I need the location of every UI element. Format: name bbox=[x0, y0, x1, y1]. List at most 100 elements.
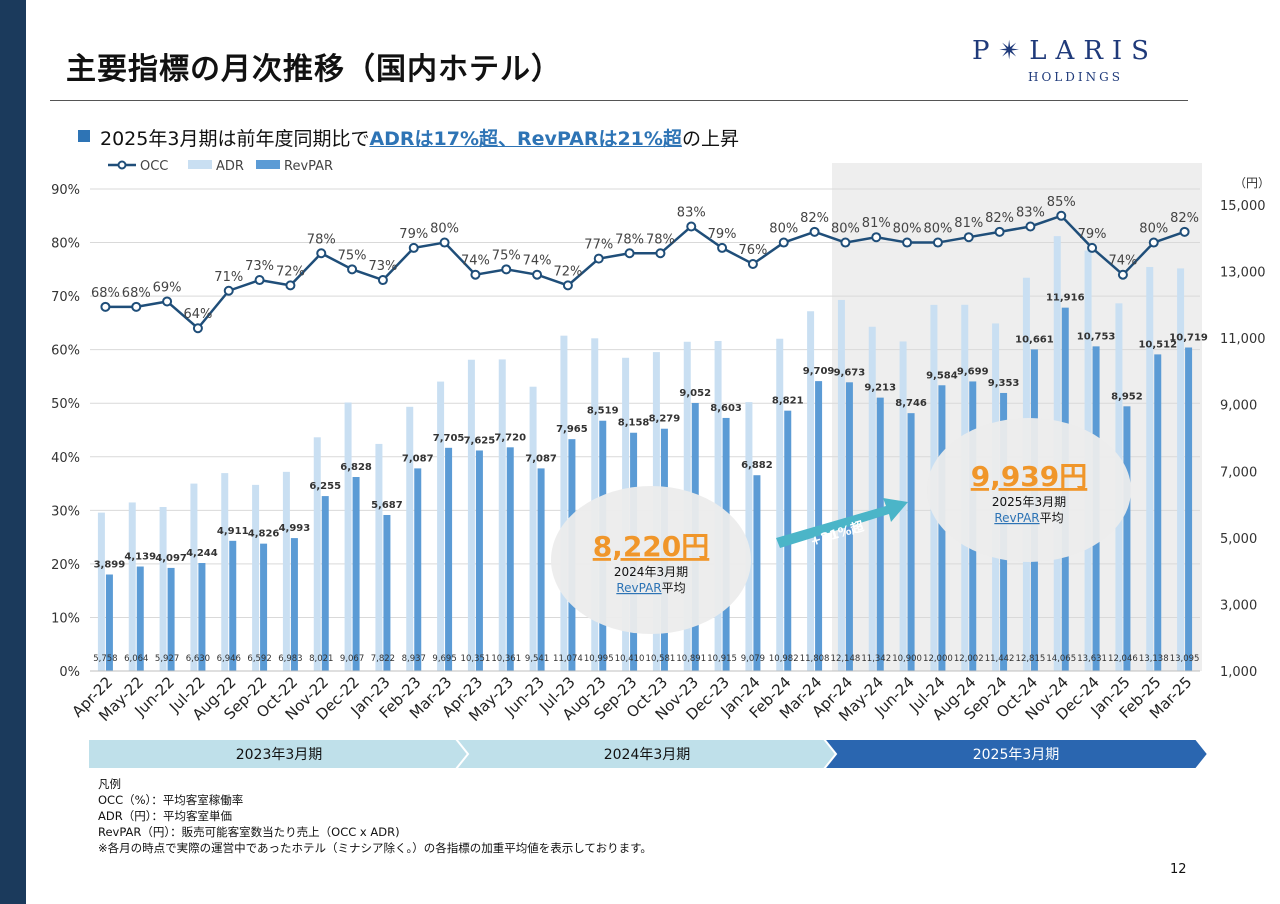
y-right-tick: 11,000 bbox=[1220, 332, 1266, 347]
adr-label: 11,342 bbox=[861, 654, 891, 664]
revpar-label: 8,158 bbox=[618, 418, 650, 429]
adr-bar bbox=[745, 402, 753, 671]
occ-point bbox=[747, 258, 758, 269]
occ-label: 80% bbox=[893, 222, 922, 237]
period-label: 2025年3月期 bbox=[973, 747, 1060, 763]
adr-bar bbox=[1177, 268, 1185, 671]
adr-bar bbox=[221, 473, 229, 671]
y-right-tick: 7,000 bbox=[1220, 465, 1257, 480]
adr-label: 10,361 bbox=[491, 654, 521, 664]
adr-label: 10,581 bbox=[646, 654, 676, 664]
occ-label: 64% bbox=[183, 307, 212, 322]
occ-label: 79% bbox=[708, 227, 737, 242]
occ-label: 80% bbox=[1139, 222, 1168, 237]
y-left-tick: 80% bbox=[51, 237, 80, 252]
adr-label: 10,410 bbox=[615, 654, 645, 664]
revpar-label: 10,753 bbox=[1077, 331, 1116, 342]
occ-label: 80% bbox=[923, 222, 952, 237]
adr-label: 6,983 bbox=[278, 654, 302, 664]
occ-point bbox=[470, 269, 481, 280]
adr-label: 11,442 bbox=[985, 654, 1015, 664]
y-left-tick: 20% bbox=[51, 558, 80, 573]
occ-label: 68% bbox=[91, 286, 120, 301]
y-left-tick: 50% bbox=[51, 397, 80, 412]
y-right-tick: 9,000 bbox=[1220, 399, 1257, 414]
adr-label: 10,891 bbox=[676, 654, 706, 664]
page-title: 主要指標の月次推移（国内ホテル） bbox=[66, 52, 562, 87]
occ-label: 85% bbox=[1047, 195, 1076, 210]
occ-label: 82% bbox=[985, 211, 1014, 226]
occ-point bbox=[562, 280, 573, 291]
occ-label: 71% bbox=[214, 270, 243, 285]
revpar-label: 11,916 bbox=[1046, 293, 1085, 304]
y-left-tick: 30% bbox=[51, 504, 80, 519]
occ-label: 78% bbox=[646, 232, 675, 247]
adr-bar bbox=[437, 381, 445, 671]
adr-label: 6,064 bbox=[124, 654, 148, 664]
occ-point bbox=[192, 323, 203, 334]
legend-notes: 凡例 OCC（%）：平均客室稼働率 ADR（円）：平均客室単価 RevPAR（円… bbox=[98, 776, 652, 856]
occ-point bbox=[377, 275, 388, 286]
revpar-bar bbox=[537, 468, 545, 671]
revpar-label: 8,603 bbox=[710, 403, 742, 414]
occ-line bbox=[105, 214, 1185, 331]
adr-label: 9,695 bbox=[432, 654, 456, 664]
y-right-tick: 3,000 bbox=[1220, 598, 1257, 613]
occ-point bbox=[223, 285, 234, 296]
adr-label: 8,021 bbox=[309, 654, 333, 664]
revpar-bar bbox=[229, 540, 237, 671]
occ-label: 80% bbox=[769, 222, 798, 237]
occ-label: 78% bbox=[307, 232, 336, 247]
adr-label: 13,095 bbox=[1170, 654, 1200, 664]
occ-point bbox=[408, 242, 419, 253]
occ-label: 80% bbox=[831, 222, 860, 237]
revpar-label: 8,952 bbox=[1111, 391, 1143, 402]
occ-point bbox=[932, 237, 943, 248]
revpar-label: 9,673 bbox=[834, 367, 866, 378]
adr-label: 12,815 bbox=[1016, 654, 1046, 664]
occ-point bbox=[840, 237, 851, 248]
revpar-bar bbox=[506, 447, 514, 671]
revpar-bar bbox=[907, 413, 915, 671]
adr-label: 7,822 bbox=[371, 654, 395, 664]
adr-bar bbox=[467, 359, 475, 671]
occ-point bbox=[871, 232, 882, 243]
occ-label: 82% bbox=[800, 211, 829, 226]
occ-point bbox=[717, 242, 728, 253]
adr-bar bbox=[498, 359, 506, 671]
revpar-bar bbox=[445, 447, 453, 671]
adr-bar bbox=[344, 402, 352, 671]
callout-2024-period: 2024年3月期 bbox=[614, 565, 688, 579]
revpar-label: 5,687 bbox=[371, 500, 403, 511]
occ-point bbox=[347, 264, 358, 275]
revpar-label: 10,719 bbox=[1169, 332, 1208, 343]
occ-label: 81% bbox=[954, 216, 983, 231]
occ-label: 83% bbox=[677, 205, 706, 220]
legend-occ-label: OCC bbox=[140, 159, 168, 174]
adr-label: 9,079 bbox=[741, 654, 765, 664]
revpar-bar bbox=[938, 385, 946, 671]
bullet-square-icon bbox=[78, 130, 90, 142]
occ-label: 68% bbox=[122, 286, 151, 301]
revpar-bar bbox=[352, 477, 360, 671]
adr-label: 10,351 bbox=[461, 654, 491, 664]
occ-point bbox=[994, 226, 1005, 237]
occ-label: 74% bbox=[523, 254, 552, 269]
logo-sub: HOLDINGS bbox=[1028, 70, 1123, 84]
legend-occ-marker bbox=[117, 160, 127, 170]
occ-point bbox=[1025, 221, 1036, 232]
adr-label: 5,927 bbox=[155, 654, 179, 664]
revpar-label: 4,826 bbox=[248, 529, 280, 540]
revpar-label: 9,699 bbox=[957, 366, 989, 377]
adr-label: 11,074 bbox=[553, 654, 583, 664]
adr-label: 10,915 bbox=[707, 654, 737, 664]
legend-adr-swatch bbox=[188, 160, 212, 169]
occ-label: 79% bbox=[399, 227, 428, 242]
revpar-label: 7,705 bbox=[433, 433, 465, 444]
occ-label: 79% bbox=[1078, 227, 1107, 242]
revpar-label: 4,097 bbox=[155, 553, 187, 564]
callout-2024-bubble bbox=[551, 486, 751, 634]
occ-point bbox=[809, 226, 820, 237]
subtitle-highlight: ADRは17%超、RevPARは21%超 bbox=[369, 128, 682, 150]
revpar-label: 7,625 bbox=[464, 435, 496, 446]
